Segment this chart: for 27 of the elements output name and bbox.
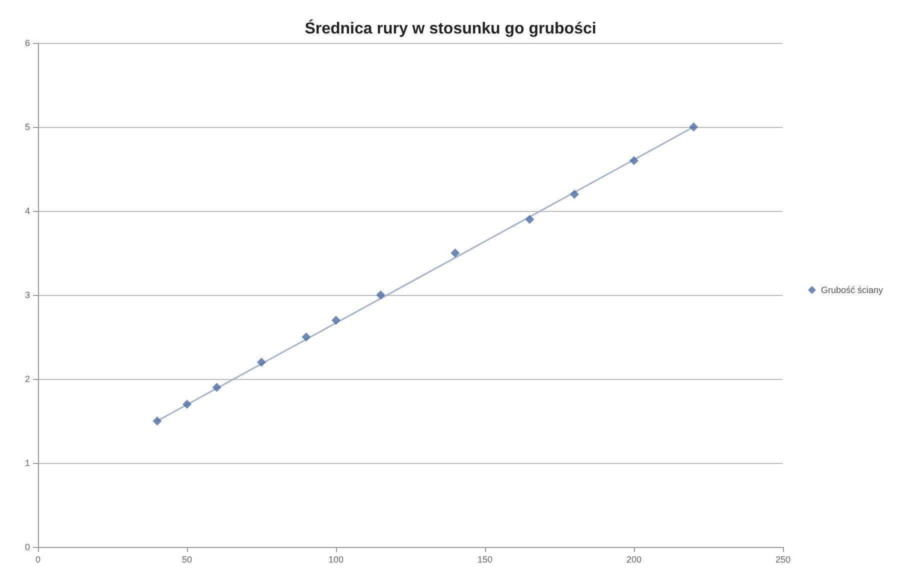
x-tick-label: 100 bbox=[328, 554, 344, 564]
point bbox=[630, 156, 638, 166]
x-tick-label: 50 bbox=[182, 554, 192, 564]
legend-label: Grubość ściany bbox=[820, 285, 884, 295]
point bbox=[332, 316, 340, 325]
point bbox=[689, 122, 698, 132]
point bbox=[212, 382, 222, 392]
chart-title: Średnica rury w stosunku go grubości bbox=[304, 18, 596, 38]
x-tick-label: 250 bbox=[775, 554, 791, 564]
y-tick-label: 2 bbox=[24, 374, 30, 384]
point bbox=[376, 290, 386, 300]
x-tick-label: 150 bbox=[477, 554, 493, 564]
point bbox=[525, 214, 534, 224]
y-tick-label: 5 bbox=[24, 122, 30, 132]
point bbox=[182, 400, 192, 409]
x-tick-label: 200 bbox=[626, 554, 642, 564]
point bbox=[257, 358, 266, 367]
x-tick-label: 0 bbox=[35, 554, 41, 564]
y-tick-label: 3 bbox=[24, 290, 30, 300]
point bbox=[450, 248, 460, 258]
point bbox=[152, 416, 162, 426]
y-tick-label: 6 bbox=[24, 38, 30, 48]
point bbox=[302, 332, 311, 342]
y-tick-label: 0 bbox=[24, 542, 30, 552]
y-tick-label: 1 bbox=[24, 458, 30, 468]
point bbox=[570, 190, 579, 199]
y-tick-label: 4 bbox=[24, 206, 30, 216]
